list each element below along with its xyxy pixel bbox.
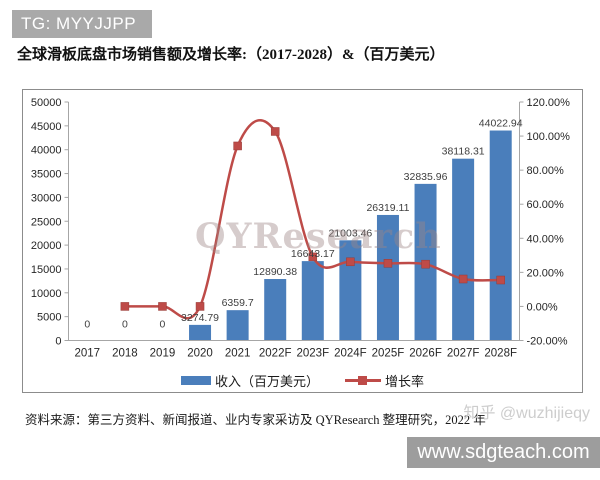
bar-label-2018: 0 bbox=[122, 319, 128, 331]
site-watermark: www.sdgteach.com bbox=[407, 437, 600, 468]
bar-2022F bbox=[264, 279, 287, 341]
growth-marker-2018 bbox=[120, 302, 130, 311]
left-axis-tick-label: 50000 bbox=[31, 97, 62, 109]
right-axis-tick-label: 20.00% bbox=[527, 267, 565, 279]
bar-label-2022F: 12890.38 bbox=[253, 266, 297, 278]
left-axis-tick-label: 0 bbox=[55, 336, 61, 348]
growth-line-swatch-icon bbox=[345, 376, 381, 385]
left-axis-tick-label: 20000 bbox=[31, 240, 62, 252]
x-axis-label: 2021 bbox=[225, 348, 251, 360]
growth-marker-2024F bbox=[346, 257, 355, 267]
x-axis-label: 2019 bbox=[150, 348, 176, 360]
x-axis-label: 2023F bbox=[296, 348, 329, 360]
x-axis-label: 2024F bbox=[334, 348, 367, 360]
growth-marker-2026F bbox=[421, 259, 430, 269]
bar-label-2019: 0 bbox=[160, 319, 166, 331]
bar-2028F bbox=[489, 130, 512, 341]
growth-marker-icon bbox=[358, 376, 367, 385]
left-axis-tick-label: 40000 bbox=[31, 145, 62, 157]
x-axis-label: 2026F bbox=[409, 348, 442, 360]
chart-container: 0 5000 10000 15000 20000 25000 30000 35000 40000… bbox=[22, 89, 583, 393]
right-axis-tick-label: 40.00% bbox=[527, 233, 565, 245]
sales-growth-chart: 0 5000 10000 15000 20000 25000 30000 35000 40000… bbox=[31, 97, 571, 360]
bar-2021 bbox=[226, 310, 249, 341]
x-axis-label: 2025F bbox=[372, 348, 405, 360]
chart-legend: 收入（百万美元） 增长率 bbox=[23, 371, 582, 390]
growth-marker-2023F bbox=[308, 252, 318, 262]
left-axis-tick-label: 45000 bbox=[31, 121, 62, 133]
growth-marker-2025F bbox=[383, 259, 393, 268]
growth-marker-2022F bbox=[270, 127, 280, 136]
legend-growth-label: 增长率 bbox=[385, 374, 425, 389]
bar-label-2023F: 16643.17 bbox=[291, 248, 335, 260]
growth-marker-2020 bbox=[195, 302, 205, 311]
left-axis-tick-label: 10000 bbox=[31, 288, 62, 300]
bar-label-2028F: 44022.94 bbox=[479, 118, 523, 130]
bar-label-2027F: 38118.31 bbox=[442, 146, 485, 158]
right-axis-tick-label: 120.00% bbox=[527, 97, 571, 109]
right-axis-tick-label: 80.00% bbox=[527, 165, 565, 177]
growth-marker-2027F bbox=[458, 274, 468, 284]
bar-2023F bbox=[301, 261, 324, 341]
bar-2024F bbox=[339, 240, 362, 341]
bar-2020 bbox=[189, 324, 212, 341]
bar-label-2026F: 32835.96 bbox=[404, 171, 448, 183]
right-axis-tick-label: 0.00% bbox=[527, 301, 558, 313]
bar-label-2021: 6359.7 bbox=[222, 297, 254, 309]
right-axis-tick-label: 100.00% bbox=[527, 131, 571, 143]
x-axis-label: 2027F bbox=[447, 348, 480, 360]
zhihu-watermark: 知乎 @wuzhijieqy bbox=[463, 405, 590, 422]
bar-label-2025F: 26319.11 bbox=[366, 202, 409, 214]
left-axis-tick-label: 25000 bbox=[31, 216, 62, 228]
source-note: 资料来源：第三方资料、新闻报道、业内专家采访及 QYResearch 整理研究，… bbox=[25, 413, 486, 427]
left-axis-tick-label: 30000 bbox=[31, 192, 62, 204]
left-axis-tick-label: 15000 bbox=[31, 264, 62, 276]
bar-2025F bbox=[376, 214, 399, 341]
growth-marker-2019 bbox=[158, 302, 167, 311]
bar-label-2020: 3274.79 bbox=[181, 312, 219, 324]
bar-label-2017: 0 bbox=[84, 319, 90, 331]
x-axis-label: 2020 bbox=[187, 348, 213, 360]
left-axis-tick-label: 5000 bbox=[37, 312, 61, 324]
growth-marker-2021 bbox=[233, 141, 242, 151]
legend-item-growth: 增长率 bbox=[345, 371, 424, 390]
x-axis-label: 2022F bbox=[259, 348, 292, 360]
x-axis-label: 2028F bbox=[484, 348, 517, 360]
bar-2027F bbox=[452, 158, 475, 341]
revenue-swatch-icon bbox=[180, 376, 211, 385]
right-axis-tick-label: -20.00% bbox=[527, 336, 568, 348]
x-axis-label: 2018 bbox=[112, 348, 138, 360]
bar-label-2024F: 21003.46 bbox=[328, 227, 372, 239]
telegram-badge: TG: MYYJJPP bbox=[12, 10, 152, 38]
left-axis-tick-label: 35000 bbox=[31, 169, 62, 181]
growth-marker-2028F bbox=[496, 275, 505, 285]
chart-title: 全球滑板底盘市场销售额及增长率:（2017-2028）&（百万美元） bbox=[17, 47, 445, 63]
x-axis-label: 2017 bbox=[74, 348, 100, 360]
legend-revenue-label: 收入（百万美元） bbox=[214, 374, 319, 389]
legend-item-revenue: 收入（百万美元） bbox=[180, 371, 319, 390]
right-axis-tick-label: 60.00% bbox=[527, 199, 565, 211]
